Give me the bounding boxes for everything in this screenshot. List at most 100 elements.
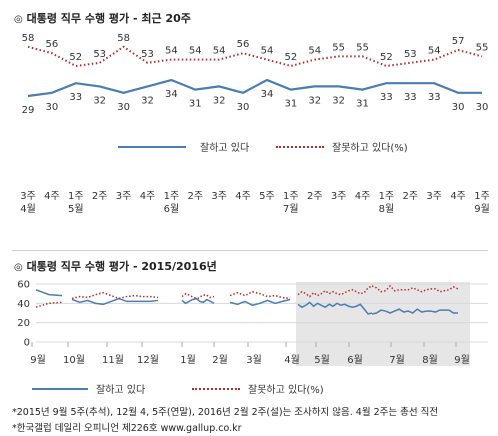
- data-label-negative: 54: [165, 46, 178, 57]
- x-tick-label: 1주 7월: [283, 191, 299, 215]
- data-label-positive: 34: [261, 89, 274, 100]
- top-line-chart: 29 30 33 32 30 32 34 31 32 30 34 31 32 32 31 33 33 33 30 30…: [22, 33, 489, 116]
- x-tick-label: 12월: [137, 354, 159, 366]
- x-tick-label: 9월: [30, 354, 46, 366]
- bottom-line-chart: 0 20 40 60 9월 10월 11월 12월 1월 2월 3월 4월 5월 6월 7월 8월 9월: [17, 280, 488, 366]
- series-segment-negative: [71, 291, 159, 300]
- footnote-survey-gaps: *2015년 9월 5주(추석), 12월 4, 5주(연말), 2016년 2…: [12, 407, 439, 418]
- series-segment-positive: [297, 301, 373, 315]
- x-tick-label: 2주: [91, 191, 108, 202]
- data-label-positive: 29: [22, 105, 35, 116]
- y-tick-label: 60: [17, 280, 30, 291]
- series-segment-negative: [181, 292, 215, 300]
- x-tick-label: 4주: [139, 191, 156, 202]
- data-label-negative: 55: [332, 42, 345, 53]
- series-segment-negative: [297, 285, 373, 298]
- data-label-positive: 33: [428, 92, 441, 103]
- data-label-negative: 54: [428, 46, 441, 57]
- data-label-negative: 54: [189, 46, 202, 57]
- legend-positive-line: [32, 388, 88, 390]
- data-label-negative: 55: [476, 42, 489, 53]
- x-tick-label: 4주: [235, 191, 251, 202]
- x-tick-label: 2주: [402, 191, 419, 202]
- bullet-icon: ◎: [14, 14, 23, 25]
- data-label-positive: 30: [452, 102, 465, 113]
- data-label-negative: 58: [117, 33, 130, 44]
- x-tick-label: 3월: [246, 354, 262, 366]
- top-chart-title: 대통령 직무 수행 평가 - 최근 20주: [26, 12, 191, 25]
- series-line-negative: [27, 45, 483, 68]
- y-tick-label: 0: [24, 338, 30, 349]
- x-tick-label: 6월: [347, 354, 363, 366]
- x-tick-label: 8월: [422, 354, 438, 366]
- x-tick-label: 1월: [180, 354, 196, 366]
- series-line-positive: [27, 78, 482, 98]
- data-label-positive: 34: [165, 89, 178, 100]
- data-label-positive: 33: [69, 92, 82, 103]
- data-label-negative: 58: [22, 33, 35, 44]
- legend-negative-line: [192, 388, 240, 390]
- data-label-positive: 30: [237, 102, 250, 113]
- data-label-negative: 53: [404, 49, 417, 60]
- x-tick-label: 10월: [63, 354, 85, 366]
- top-legend-negative-label: 잘못하고 있다(%): [332, 143, 408, 154]
- data-label-positive: 31: [284, 99, 297, 110]
- series-segment-negative: [35, 301, 63, 308]
- top-chart-title-row: ◎ 대통령 직무 수행 평가 - 최근 20주: [14, 10, 191, 26]
- series-segment-positive: [181, 297, 215, 305]
- data-label-positive: 33: [404, 92, 417, 103]
- footnote-source: *한국갤럽 데일리 오피니언 제226호 www.gallup.co.kr: [12, 423, 242, 434]
- data-label-negative: 54: [308, 46, 321, 57]
- x-tick-label: 3주: [211, 191, 227, 202]
- bottom-chart-title: 대통령 직무 수행 평가 - 2015/2016년: [26, 260, 217, 273]
- x-tick-label: 1주 9월: [474, 191, 490, 215]
- x-tick-label: 3주 4월: [20, 191, 36, 215]
- series-segment-negative: [371, 284, 459, 293]
- x-tick-label: 7월: [389, 354, 405, 366]
- series-segment-positive: [71, 297, 159, 306]
- y-tick-label: 40: [17, 299, 30, 310]
- x-tick-label: 9월: [454, 354, 470, 366]
- series-segment-positive: [35, 289, 63, 297]
- data-label-positive: 32: [93, 95, 106, 106]
- x-tick-label: 11월: [102, 354, 124, 366]
- series-segment-positive: [371, 308, 458, 315]
- data-label-negative: 54: [213, 46, 226, 57]
- y-tick-label: 20: [17, 318, 30, 329]
- legend-negative-line: [276, 146, 324, 148]
- data-label-positive: 32: [332, 95, 345, 106]
- data-label-negative: 57: [452, 36, 465, 47]
- data-label-negative: 53: [93, 49, 106, 60]
- x-tick-label: 3주: [426, 191, 442, 202]
- series-segment-negative: [229, 290, 291, 300]
- series-segment-positive: [229, 298, 291, 307]
- x-tick-label: 4월: [284, 354, 300, 366]
- x-tick-label: 1주 8월: [378, 191, 395, 215]
- bottom-legend-positive-label: 잘하고 있다: [96, 385, 146, 396]
- bottom-chart-title-row: ◎ 대통령 직무 수행 평가 - 2015/2016년: [14, 258, 217, 274]
- x-tick-label: 3주: [330, 191, 347, 202]
- data-label-positive: 31: [356, 99, 369, 110]
- data-label-negative: 53: [141, 49, 154, 60]
- x-tick-label: 2주: [187, 191, 204, 202]
- data-label-positive: 32: [141, 95, 154, 106]
- data-label-positive: 32: [308, 95, 321, 106]
- data-label-positive: 33: [380, 92, 393, 103]
- data-label-positive: 31: [189, 99, 202, 110]
- x-tick-label: 5월: [314, 354, 330, 366]
- data-label-negative: 56: [46, 39, 59, 50]
- bullet-icon: ◎: [14, 262, 23, 273]
- x-tick-label: 1주 5월: [68, 191, 84, 215]
- x-tick-label: 2주: [306, 191, 323, 202]
- section-divider: [12, 250, 488, 251]
- data-label-negative: 54: [261, 46, 274, 57]
- data-label-positive: 32: [213, 95, 226, 106]
- data-label-negative: 55: [356, 42, 369, 53]
- x-tick-label: 4주: [450, 191, 466, 202]
- data-label-negative: 56: [237, 39, 250, 50]
- x-tick-label: 3주: [115, 191, 132, 202]
- x-tick-label: 2월: [212, 354, 228, 366]
- data-label-negative: 52: [380, 52, 393, 63]
- data-label-positive: 30: [476, 102, 489, 113]
- data-label-negative: 52: [69, 52, 82, 63]
